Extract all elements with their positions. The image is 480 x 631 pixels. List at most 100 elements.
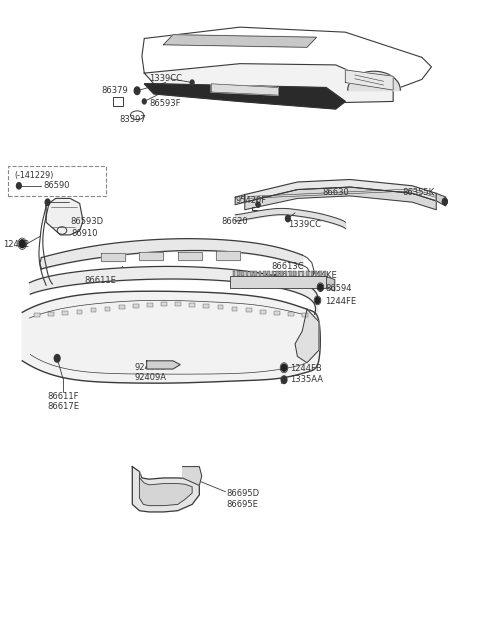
Bar (267, 271, 270, 276)
Bar (298, 271, 300, 276)
Text: 83397: 83397 (120, 115, 146, 124)
Text: 86630: 86630 (323, 187, 349, 197)
Polygon shape (295, 309, 319, 363)
Bar (311, 271, 313, 276)
Circle shape (286, 215, 290, 221)
Text: 1339CC: 1339CC (149, 74, 182, 83)
Bar (259, 271, 261, 276)
Bar (246, 271, 248, 276)
Polygon shape (211, 84, 278, 95)
Circle shape (134, 87, 140, 95)
Bar (280, 271, 283, 276)
Polygon shape (147, 361, 180, 369)
Bar (302, 271, 304, 276)
Circle shape (443, 198, 447, 204)
Bar (204, 304, 209, 308)
Text: 1244FE: 1244FE (325, 297, 356, 306)
Text: 86611F: 86611F (48, 392, 79, 401)
Bar (302, 313, 308, 317)
Text: 86593F: 86593F (149, 100, 180, 109)
Bar (232, 307, 238, 310)
Text: 12492: 12492 (3, 240, 29, 249)
Text: 86594: 86594 (325, 284, 352, 293)
Bar (285, 271, 287, 276)
Circle shape (315, 297, 320, 304)
Text: (-141229): (-141229) (14, 171, 53, 180)
Polygon shape (235, 194, 245, 204)
Circle shape (16, 182, 21, 189)
Text: 1339CC: 1339CC (288, 220, 321, 228)
Bar (289, 271, 291, 276)
Polygon shape (163, 35, 317, 47)
Bar (306, 271, 309, 276)
Bar (250, 271, 252, 276)
Text: 1244FB: 1244FB (290, 364, 322, 373)
Polygon shape (46, 198, 83, 235)
Circle shape (19, 240, 25, 248)
Bar (319, 271, 322, 276)
Bar (62, 311, 68, 315)
Bar (119, 305, 125, 309)
Bar (147, 303, 153, 307)
Polygon shape (178, 252, 202, 260)
Circle shape (281, 376, 287, 384)
Bar (190, 303, 195, 307)
Text: 86620: 86620 (222, 216, 249, 225)
Text: 86613C: 86613C (271, 262, 304, 271)
Polygon shape (140, 471, 192, 505)
Bar (161, 302, 167, 306)
Circle shape (256, 202, 260, 207)
Polygon shape (216, 251, 240, 259)
Polygon shape (245, 187, 436, 209)
Text: 86695E: 86695E (227, 500, 258, 509)
Text: 1244KE: 1244KE (305, 271, 336, 280)
Text: 86910: 86910 (72, 229, 98, 238)
Bar (230, 276, 326, 288)
Text: 86617E: 86617E (48, 403, 80, 411)
Bar (315, 271, 317, 276)
Bar (91, 309, 96, 312)
Bar (293, 271, 296, 276)
Bar (274, 311, 280, 315)
Text: 92409A: 92409A (135, 373, 167, 382)
Polygon shape (144, 64, 393, 103)
Polygon shape (22, 291, 320, 383)
Polygon shape (101, 252, 125, 261)
Bar (288, 312, 294, 316)
Bar (217, 305, 223, 309)
Circle shape (190, 80, 194, 85)
Text: 86614D: 86614D (271, 271, 304, 280)
Text: 95420F: 95420F (235, 196, 266, 206)
Bar (34, 313, 40, 317)
Circle shape (143, 99, 146, 104)
Polygon shape (345, 70, 393, 90)
Polygon shape (132, 466, 199, 512)
Circle shape (54, 355, 60, 362)
Circle shape (443, 198, 447, 204)
Bar (105, 307, 110, 310)
Bar (48, 312, 54, 316)
Text: 86355K: 86355K (403, 187, 435, 197)
Bar (254, 271, 257, 276)
Text: 1335AA: 1335AA (290, 375, 323, 384)
Circle shape (45, 199, 50, 205)
Text: 86695D: 86695D (227, 488, 260, 498)
Bar (76, 310, 82, 314)
Bar (175, 302, 181, 306)
Bar (272, 271, 274, 276)
Bar (276, 271, 278, 276)
Text: 92408D: 92408D (135, 363, 168, 372)
Bar (246, 309, 252, 312)
Polygon shape (144, 84, 345, 109)
Bar (324, 271, 326, 276)
Bar (233, 271, 235, 276)
Text: 86590: 86590 (44, 181, 70, 191)
Text: 86611E: 86611E (84, 276, 116, 285)
Polygon shape (245, 179, 436, 202)
Bar (113, 97, 123, 106)
Bar (241, 271, 244, 276)
Polygon shape (436, 193, 446, 206)
Polygon shape (326, 276, 335, 291)
Text: 86593D: 86593D (70, 216, 103, 225)
Circle shape (318, 284, 323, 290)
